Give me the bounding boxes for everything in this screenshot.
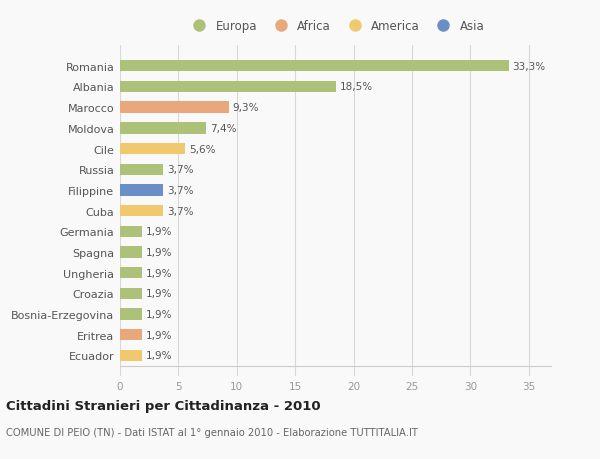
Text: COMUNE DI PEIO (TN) - Dati ISTAT al 1° gennaio 2010 - Elaborazione TUTTITALIA.IT: COMUNE DI PEIO (TN) - Dati ISTAT al 1° g… xyxy=(6,427,418,437)
Bar xyxy=(120,330,142,341)
Text: 1,9%: 1,9% xyxy=(146,247,172,257)
Bar xyxy=(120,247,142,258)
Bar xyxy=(120,288,142,299)
Bar xyxy=(120,268,142,279)
Bar xyxy=(120,102,229,113)
Bar xyxy=(120,61,509,72)
Text: 1,9%: 1,9% xyxy=(146,351,172,361)
Text: 1,9%: 1,9% xyxy=(146,227,172,237)
Text: 5,6%: 5,6% xyxy=(189,144,215,154)
Bar xyxy=(120,309,142,320)
Text: 1,9%: 1,9% xyxy=(146,289,172,299)
Text: Cittadini Stranieri per Cittadinanza - 2010: Cittadini Stranieri per Cittadinanza - 2… xyxy=(6,399,320,412)
Bar xyxy=(120,123,206,134)
Text: 1,9%: 1,9% xyxy=(146,330,172,340)
Text: 1,9%: 1,9% xyxy=(146,268,172,278)
Text: 1,9%: 1,9% xyxy=(146,309,172,319)
Text: 33,3%: 33,3% xyxy=(512,62,545,72)
Bar xyxy=(120,226,142,237)
Text: 9,3%: 9,3% xyxy=(232,103,259,113)
Bar xyxy=(120,206,163,217)
Bar xyxy=(120,185,163,196)
Text: 18,5%: 18,5% xyxy=(340,82,373,92)
Bar xyxy=(120,144,185,155)
Bar xyxy=(120,164,163,175)
Text: 3,7%: 3,7% xyxy=(167,165,193,175)
Text: 7,4%: 7,4% xyxy=(210,123,236,134)
Legend: Europa, Africa, America, Asia: Europa, Africa, America, Asia xyxy=(187,21,485,34)
Text: 3,7%: 3,7% xyxy=(167,185,193,196)
Text: 3,7%: 3,7% xyxy=(167,206,193,216)
Bar xyxy=(120,350,142,361)
Bar xyxy=(120,82,336,93)
